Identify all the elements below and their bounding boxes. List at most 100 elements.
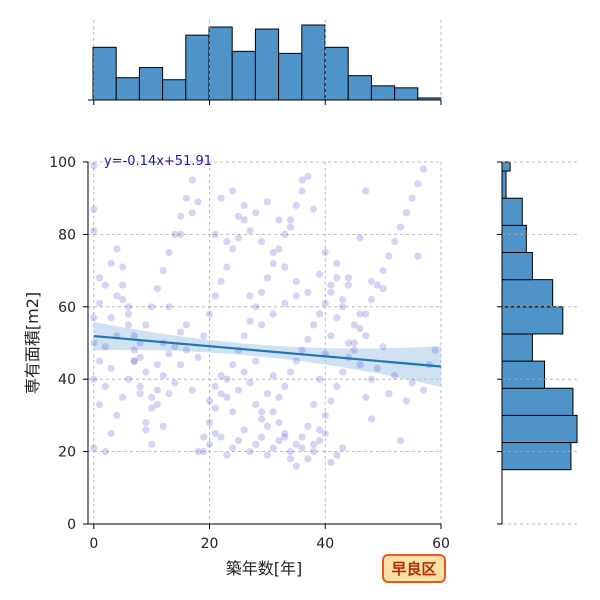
scatter-point <box>304 422 312 430</box>
scatter-point <box>327 332 335 340</box>
scatter-point <box>396 223 405 231</box>
scatter-point <box>258 408 266 416</box>
scatter-point <box>194 353 202 362</box>
right-hist-bar <box>501 360 546 389</box>
scatter-point <box>344 274 352 282</box>
top-hist-bar <box>115 77 140 101</box>
confidence-band <box>93 321 442 387</box>
scatter-point <box>310 440 318 448</box>
main-axes: 0 20 40 60 0 20 40 60 80 100 <box>49 155 450 552</box>
scatter-point <box>217 194 225 202</box>
scatter-point <box>327 288 335 296</box>
scatter-point <box>153 285 161 293</box>
scatter-point <box>252 357 260 365</box>
scatter-point <box>281 429 289 438</box>
scatter-point <box>269 248 277 257</box>
scatter-point <box>315 375 324 383</box>
y-tick-label: 0 <box>67 517 76 533</box>
scatter-point <box>292 292 300 300</box>
scatter-point <box>362 187 370 195</box>
scatter-point <box>153 361 161 369</box>
scatter-point <box>344 281 352 289</box>
scatter-point <box>304 288 312 296</box>
scatter-point <box>292 277 300 286</box>
regression-line <box>93 334 442 368</box>
scatter-point <box>246 292 254 300</box>
scatter-point <box>362 310 370 318</box>
top-hist-bar <box>301 24 326 101</box>
scatter-point <box>90 314 98 322</box>
top-hist-bar <box>324 46 349 101</box>
scatter-point <box>124 375 133 383</box>
scatter-point <box>292 357 300 365</box>
y-tick-label: 20 <box>58 445 76 461</box>
scatter-point <box>107 429 115 438</box>
scatter-point <box>350 321 358 329</box>
area-badge: 早良区 <box>382 554 446 583</box>
scatter-point <box>385 252 393 260</box>
right-hist-bar <box>501 387 574 416</box>
scatter-point <box>205 419 214 427</box>
scatter-point <box>281 263 289 271</box>
scatter-point <box>234 437 243 445</box>
top-hist-bar <box>394 87 419 101</box>
scatter-point <box>153 400 161 409</box>
scatter-point <box>90 375 98 383</box>
scatter-point <box>101 343 109 351</box>
scatter-point <box>182 346 190 354</box>
scatter-point <box>211 429 219 438</box>
scatter-point <box>356 234 364 242</box>
scatter-point <box>327 458 335 467</box>
scatter-point <box>310 400 318 409</box>
right-hist-bar <box>501 170 507 199</box>
scatter-point <box>373 364 381 372</box>
scatter-point <box>246 379 254 387</box>
scatter-point <box>310 205 318 213</box>
scatter-point <box>130 357 138 365</box>
scatter-points <box>90 162 439 470</box>
scatter-point <box>119 263 127 271</box>
scatter-point <box>148 440 156 448</box>
scatter-point <box>240 426 248 434</box>
scatter-point <box>148 303 156 311</box>
scatter-point <box>333 259 341 267</box>
scatter-point <box>304 335 312 343</box>
scatter-point <box>339 296 347 304</box>
scatter-point <box>286 455 295 463</box>
right-hist-bar <box>501 161 511 172</box>
scatter-point <box>229 361 237 369</box>
scatter-point <box>298 346 306 354</box>
scatter-point <box>90 162 98 170</box>
top-hist-bar <box>185 34 210 101</box>
scatter-point <box>246 448 254 456</box>
scatter-point <box>188 386 196 394</box>
scatter-point <box>315 426 324 434</box>
top-hist-bar <box>370 85 396 101</box>
confidence-band-area <box>93 321 442 387</box>
scatter-point <box>211 382 219 390</box>
scatter-point <box>101 448 109 456</box>
top-hist-bar <box>347 75 372 101</box>
scatter-point <box>356 324 364 333</box>
scatter-point <box>275 393 283 401</box>
x-tick-label: 40 <box>316 536 334 552</box>
scatter-point <box>153 386 161 394</box>
area-badge-box <box>382 554 446 583</box>
scatter-point <box>356 310 364 318</box>
scatter-point <box>327 397 335 405</box>
scatter-point <box>234 234 243 242</box>
scatter-point <box>177 212 185 220</box>
scatter-point <box>229 187 237 195</box>
right-histogram <box>497 161 580 525</box>
scatter-point <box>246 317 254 325</box>
scatter-point <box>217 372 225 380</box>
scatter-point <box>368 375 376 383</box>
scatter-point <box>362 332 370 340</box>
scatter-point <box>368 415 376 423</box>
scatter-point <box>223 263 231 271</box>
scatter-point <box>96 400 104 409</box>
scatter-point <box>142 426 150 434</box>
scatter-point <box>298 433 306 441</box>
scatter-point <box>281 382 289 390</box>
scatter-point <box>286 448 295 456</box>
